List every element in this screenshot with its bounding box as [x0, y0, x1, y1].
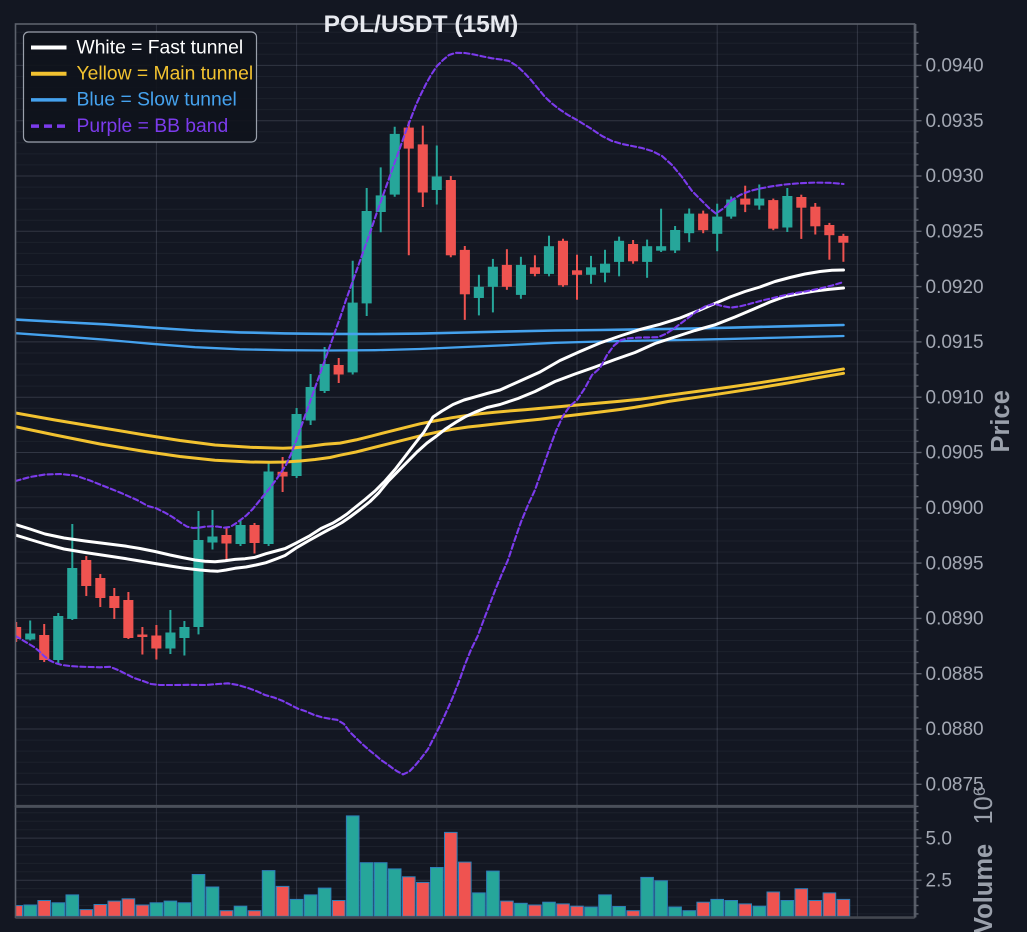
svg-text:0.0880: 0.0880: [926, 719, 984, 740]
svg-text:Purple = BB band: Purple = BB band: [77, 116, 229, 137]
svg-text:Blue = Slow tunnel: Blue = Slow tunnel: [77, 90, 237, 111]
svg-text:2.5: 2.5: [926, 870, 952, 891]
svg-text:0.0890: 0.0890: [926, 609, 984, 630]
svg-text:0.0935: 0.0935: [926, 111, 984, 132]
svg-text:0.0900: 0.0900: [926, 498, 984, 519]
svg-text:5.0: 5.0: [926, 828, 952, 849]
svg-text:0.0895: 0.0895: [926, 553, 984, 574]
svg-text:0.0915: 0.0915: [926, 332, 984, 353]
svg-text:0.0875: 0.0875: [926, 775, 984, 796]
svg-text:0.0910: 0.0910: [926, 387, 984, 408]
svg-text:0.0905: 0.0905: [926, 443, 984, 464]
svg-text:White = Fast tunnel: White = Fast tunnel: [77, 37, 244, 58]
svg-text:Price: Price: [987, 390, 1015, 452]
svg-text:Yellow = Main tunnel: Yellow = Main tunnel: [77, 64, 254, 85]
svg-text:0.0925: 0.0925: [926, 222, 984, 243]
svg-text:0.0885: 0.0885: [926, 664, 984, 685]
svg-text:0.0920: 0.0920: [926, 277, 984, 298]
svg-text:0.0940: 0.0940: [926, 56, 984, 77]
svg-text:0.0930: 0.0930: [926, 166, 984, 187]
svg-text:Volume 106: Volume 106: [970, 787, 998, 932]
svg-text:POL/USDT (15M): POL/USDT (15M): [324, 11, 519, 38]
